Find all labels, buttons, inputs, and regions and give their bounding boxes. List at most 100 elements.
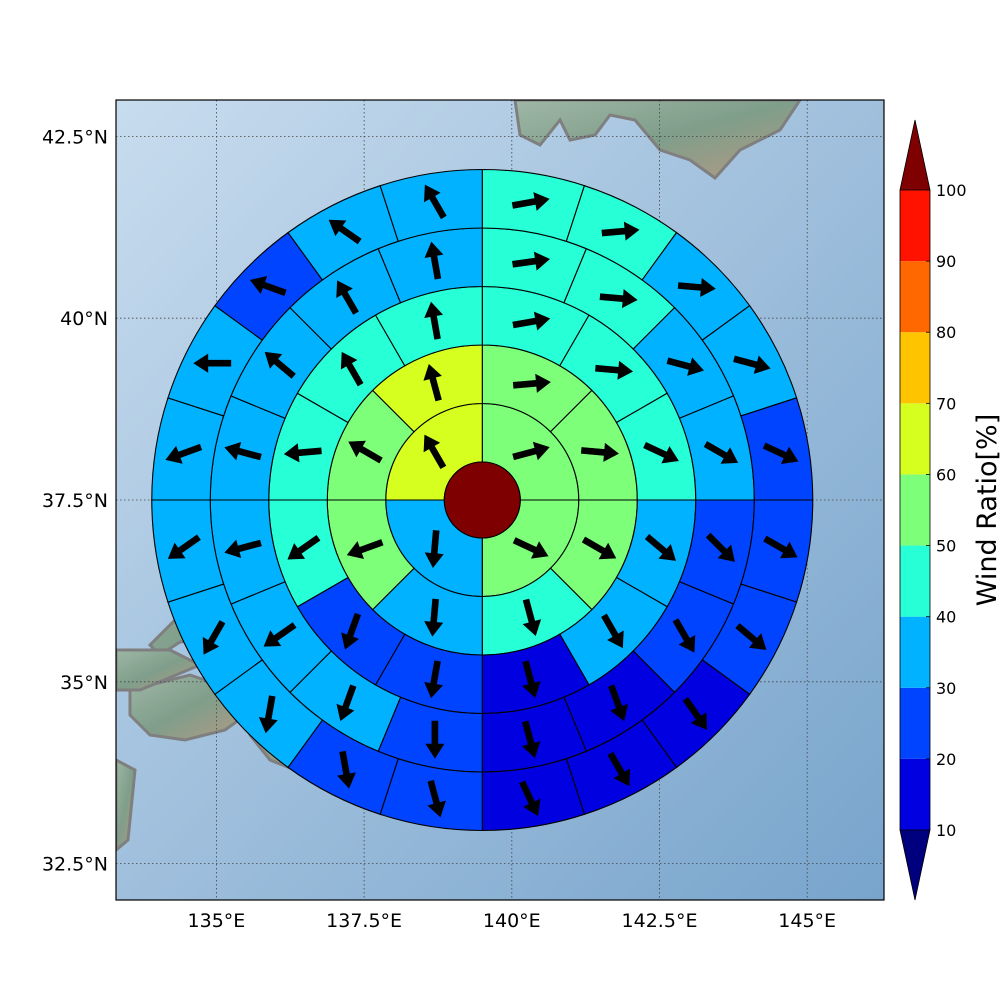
map-frame	[115, 99, 885, 901]
colorbar-segment	[900, 190, 930, 262]
wind-arrow	[341, 612, 362, 650]
wind-arrow	[283, 443, 322, 463]
wind-arrow	[644, 534, 676, 561]
x-tick-label: 140°E	[483, 910, 541, 932]
wind-arrow	[427, 779, 446, 818]
colorbar-tick-label: 20	[936, 750, 956, 769]
wind-arrow	[336, 280, 359, 315]
land-kyushu	[116, 758, 137, 852]
wind-arrow	[424, 184, 447, 220]
y-tick-label: 42.5°N	[42, 126, 108, 148]
colorbar-segment	[900, 261, 930, 333]
wind-arrow	[167, 534, 201, 559]
wind-arrow	[522, 598, 542, 637]
wind-arrow	[643, 442, 679, 464]
wind-arrow	[423, 434, 447, 470]
wind-arrows	[165, 184, 799, 818]
land-west	[116, 648, 204, 692]
land-hokkaido	[513, 100, 802, 181]
wind-arrow	[424, 301, 444, 340]
wind-arrow	[735, 623, 767, 650]
wind-arrow	[193, 353, 232, 373]
x-tick-label: 135°E	[188, 910, 246, 932]
colorbar-segment	[900, 403, 930, 475]
colorbar-segment	[900, 332, 930, 404]
colorbar-outline	[899, 190, 931, 830]
wind-arrow	[336, 684, 357, 722]
wind-arrow	[249, 276, 287, 297]
colorbar-segment	[900, 545, 930, 617]
wind-arrow	[522, 660, 541, 698]
wind-arrow	[287, 535, 321, 560]
wind-arrow	[511, 192, 550, 211]
wind-arrow	[599, 289, 638, 309]
wind-arrow	[519, 780, 541, 817]
colorbar-tick-label: 100	[936, 181, 967, 200]
wind-arrow	[348, 440, 383, 464]
wind-arrow	[512, 441, 550, 461]
colorbar-segment	[900, 687, 930, 759]
wind-arrow	[666, 357, 704, 376]
colorbar-tick-label: 50	[936, 537, 956, 556]
x-axis-ticks: 135°E 137.5°E 140°E 142.5°E 145°E	[188, 910, 837, 932]
y-axis-ticks: 32.5°N 35°N 37.5°N 40°N 42.5°N	[42, 126, 108, 875]
y-tick-label: 35°N	[60, 672, 108, 694]
colorbar-segment	[900, 758, 930, 830]
colorbar-segment	[900, 474, 930, 546]
y-tick-label: 37.5°N	[42, 490, 108, 512]
y-tick-label: 40°N	[60, 308, 108, 330]
wind-arrow	[733, 355, 771, 374]
colorbar-tick-label: 30	[936, 679, 956, 698]
wind-arrow	[763, 535, 798, 559]
wind-arrow	[328, 219, 362, 245]
wind-arrow	[346, 539, 384, 560]
wind-arrow	[521, 720, 541, 758]
wind-arrow	[165, 443, 203, 464]
colorbar-tick-label: 70	[936, 394, 956, 413]
wind-arrow	[682, 696, 708, 730]
wind-arrow	[423, 363, 442, 402]
wind-arrow	[677, 277, 716, 297]
wind-arrow	[762, 442, 799, 464]
wind-arrow	[705, 532, 735, 562]
wind-arrow	[581, 536, 617, 560]
colorbar-segment	[900, 616, 930, 688]
wind-arrow	[424, 530, 444, 569]
wind-arrow	[601, 221, 640, 241]
wind-arrow	[264, 351, 296, 379]
wind-arrow	[512, 373, 551, 393]
wind-arrow	[424, 598, 444, 637]
wind-arrow	[224, 441, 262, 461]
colorbar-under-triangle	[899, 829, 931, 901]
colorbar-tick-label: 40	[936, 608, 956, 627]
colorbar-tick-label: 90	[936, 252, 956, 271]
wind-arrow	[608, 684, 629, 722]
wind-arrow	[512, 251, 550, 271]
wind-arrow	[337, 750, 356, 789]
colorbar: 10 20 30 40 50 60 70 80 90 100 Wind Ratio[%]	[899, 119, 1000, 901]
colorbar-over-triangle	[899, 119, 931, 191]
wind-arrow	[607, 751, 631, 787]
x-tick-label: 145°E	[778, 910, 836, 932]
wind-arrow	[424, 241, 444, 280]
wind-arrow	[512, 537, 549, 559]
wind-arrow	[202, 620, 226, 655]
wind-arrow	[258, 695, 278, 734]
wind-arrow	[340, 351, 364, 387]
colorbar-label: Wind Ratio[%]	[972, 414, 1000, 606]
wind-arrow	[601, 613, 624, 649]
wind-arrow	[703, 441, 739, 464]
wind-arrow	[425, 720, 445, 759]
colorbar-tick-label: 10	[936, 821, 956, 840]
wind-arrow	[595, 360, 634, 380]
wind-arrow	[263, 622, 297, 647]
wind-arrow	[672, 618, 696, 653]
colorbar-tick-label: 60	[936, 465, 956, 484]
map-area	[115, 99, 885, 901]
x-tick-label: 142.5°E	[622, 910, 698, 932]
ring-sectors	[151, 168, 814, 832]
x-tick-label: 137.5°E	[326, 910, 402, 932]
wind-arrow	[224, 539, 262, 559]
colorbar-tick-label: 80	[936, 323, 956, 342]
